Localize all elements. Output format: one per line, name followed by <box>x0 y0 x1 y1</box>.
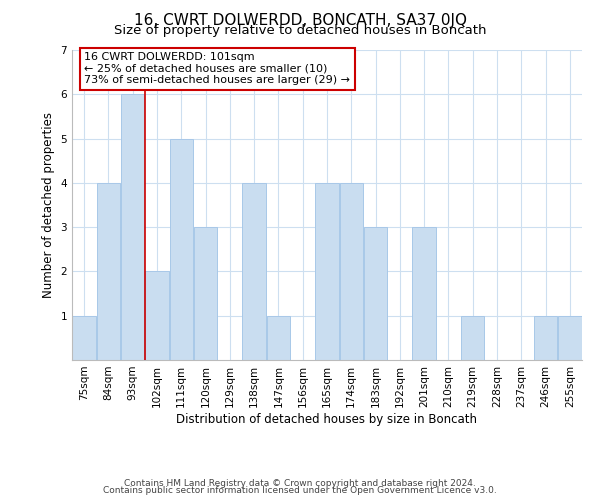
Bar <box>73 316 96 360</box>
Y-axis label: Number of detached properties: Number of detached properties <box>42 112 55 298</box>
Bar <box>534 316 557 360</box>
Text: 16, CWRT DOLWERDD, BONCATH, SA37 0JQ: 16, CWRT DOLWERDD, BONCATH, SA37 0JQ <box>133 12 467 28</box>
Bar <box>315 183 339 360</box>
Text: 16 CWRT DOLWERDD: 101sqm
← 25% of detached houses are smaller (10)
73% of semi-d: 16 CWRT DOLWERDD: 101sqm ← 25% of detach… <box>84 52 350 86</box>
Bar <box>461 316 484 360</box>
Bar <box>340 183 363 360</box>
Bar <box>412 227 436 360</box>
Bar <box>364 227 388 360</box>
Bar <box>266 316 290 360</box>
Bar <box>145 272 169 360</box>
Text: Size of property relative to detached houses in Boncath: Size of property relative to detached ho… <box>114 24 486 37</box>
Text: Contains HM Land Registry data © Crown copyright and database right 2024.: Contains HM Land Registry data © Crown c… <box>124 478 476 488</box>
Bar <box>121 94 145 360</box>
Bar <box>97 183 120 360</box>
Bar <box>170 138 193 360</box>
Bar <box>194 227 217 360</box>
Bar <box>242 183 266 360</box>
Bar <box>558 316 581 360</box>
Text: Contains public sector information licensed under the Open Government Licence v3: Contains public sector information licen… <box>103 486 497 495</box>
X-axis label: Distribution of detached houses by size in Boncath: Distribution of detached houses by size … <box>176 412 478 426</box>
